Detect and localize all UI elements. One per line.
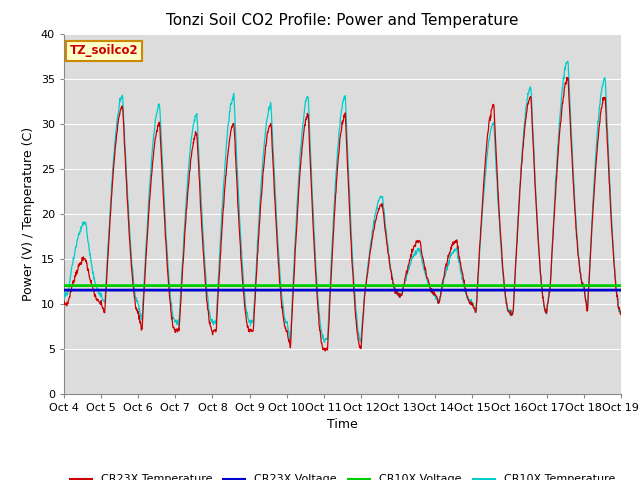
Legend: CR23X Temperature, CR23X Voltage, CR10X Voltage, CR10X Temperature: CR23X Temperature, CR23X Voltage, CR10X … [65,470,620,480]
Y-axis label: Power (V) / Temperature (C): Power (V) / Temperature (C) [22,127,35,300]
X-axis label: Time: Time [327,418,358,431]
Text: TZ_soilco2: TZ_soilco2 [70,44,138,58]
Title: Tonzi Soil CO2 Profile: Power and Temperature: Tonzi Soil CO2 Profile: Power and Temper… [166,13,518,28]
